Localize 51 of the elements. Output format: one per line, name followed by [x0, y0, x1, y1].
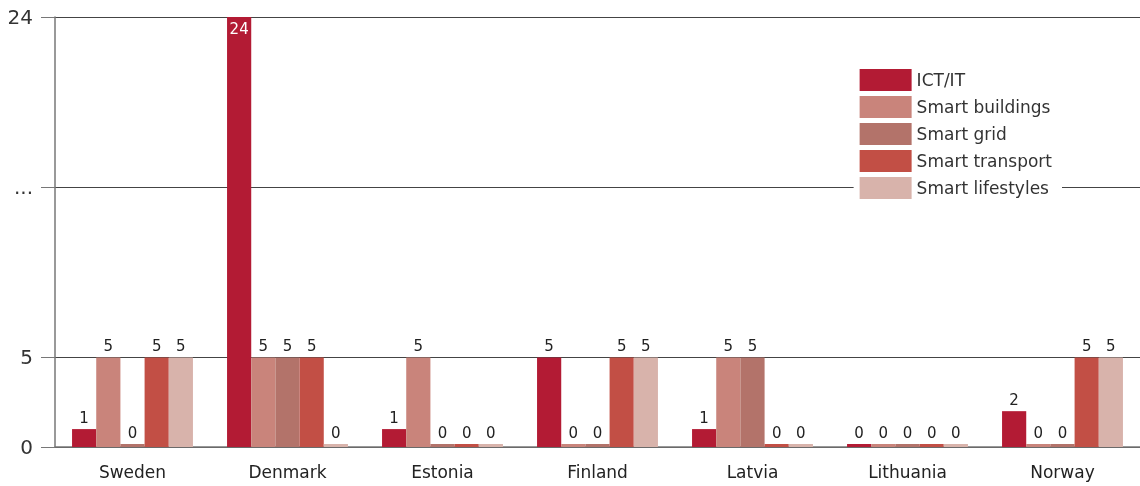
data-label: 5 — [282, 336, 293, 355]
y-tick-label: ... — [13, 175, 33, 200]
data-label: 5 — [544, 336, 554, 355]
data-label: 0 — [796, 423, 806, 442]
y-tick-label: 0 — [20, 435, 33, 459]
data-label: 5 — [1106, 336, 1116, 355]
x-tick-label: Latvia — [726, 461, 779, 482]
data-label: 1 — [79, 408, 89, 427]
x-tick-label: Lithuania — [868, 461, 947, 482]
data-label: 5 — [413, 336, 424, 355]
data-label: 24 — [229, 19, 249, 38]
legend-label: Smart transport — [916, 151, 1053, 171]
data-label: 2 — [1009, 390, 1019, 409]
data-label: 0 — [437, 423, 448, 442]
data-label: 0 — [1057, 423, 1068, 442]
data-label: 0 — [902, 423, 913, 442]
data-label: 5 — [616, 336, 627, 355]
data-label: 0 — [878, 423, 889, 442]
data-label: 5 — [151, 336, 162, 355]
x-tick-label: Estonia — [411, 461, 474, 482]
y-tick-label: 24 — [7, 5, 33, 29]
data-label: 5 — [258, 336, 269, 355]
data-label: 0 — [127, 423, 138, 442]
data-label: 0 — [951, 423, 961, 442]
legend-label: ICT/IT — [916, 70, 966, 90]
data-label: 0 — [854, 423, 864, 442]
data-label: 5 — [747, 336, 758, 355]
data-label: 0 — [592, 423, 603, 442]
data-label: 0 — [461, 423, 472, 442]
data-label: 5 — [176, 336, 186, 355]
data-label: 0 — [486, 423, 496, 442]
data-label: 5 — [723, 336, 734, 355]
x-tick-label: Norway — [1030, 461, 1095, 482]
legend-label: Smart grid — [916, 124, 1007, 144]
data-label: 0 — [331, 423, 341, 442]
x-tick-label: Denmark — [248, 461, 327, 482]
x-tick-label: Finland — [567, 461, 628, 482]
data-label: 1 — [389, 408, 399, 427]
legend-label: Smart buildings — [916, 97, 1051, 117]
data-label: 0 — [1033, 423, 1044, 442]
data-label: 5 — [103, 336, 114, 355]
x-tick-label: Sweden — [98, 461, 167, 482]
data-label: 0 — [568, 423, 579, 442]
data-label: 5 — [1081, 336, 1092, 355]
legend-label: Smart lifestyles — [916, 178, 1050, 198]
data-label: 0 — [926, 423, 937, 442]
data-label: 5 — [306, 336, 317, 355]
y-tick-label: 5 — [20, 345, 33, 370]
data-label: 5 — [641, 336, 651, 355]
data-label: 0 — [771, 423, 782, 442]
data-label: 1 — [699, 408, 709, 427]
